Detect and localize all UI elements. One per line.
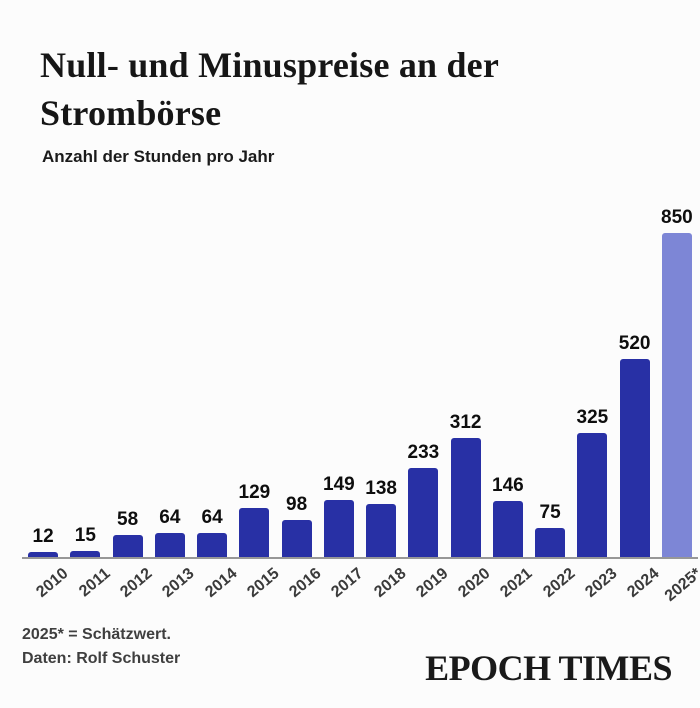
- bar-value-label: 850: [661, 207, 693, 228]
- bar-value-label: 146: [492, 475, 524, 497]
- bar-value-label: 58: [117, 508, 139, 530]
- bar: [28, 552, 59, 557]
- x-axis-label: 2021: [497, 565, 536, 601]
- bar: [492, 501, 523, 557]
- bar-column: 12 2010: [22, 526, 71, 601]
- bar: [154, 532, 185, 557]
- bar-value-label: 64: [201, 506, 223, 528]
- x-axis-label: 2018: [370, 565, 410, 601]
- bar-value-label: 325: [576, 407, 609, 429]
- x-axis-label: 2015: [244, 565, 283, 601]
- bar-value-label: 520: [618, 332, 651, 354]
- x-axis-label: 2016: [286, 565, 325, 601]
- bar-value-label: 233: [407, 442, 440, 464]
- bar: [281, 519, 312, 557]
- bar-column: 138 2018: [360, 478, 409, 600]
- x-axis-label: 2025*: [661, 565, 700, 605]
- x-axis-label: 2014: [201, 565, 241, 601]
- publisher-logo: EPOCH TIMES: [425, 648, 672, 688]
- bar: [197, 532, 228, 557]
- bar-column: 325 2023: [571, 407, 621, 601]
- bar-value-label: 129: [238, 481, 271, 503]
- bar-estimate: [661, 233, 692, 557]
- x-axis-label: 2022: [539, 565, 579, 601]
- footnote-source: Daten: Rolf Schuster: [22, 650, 181, 667]
- bar-value-label: 64: [159, 506, 181, 528]
- bar-column: 75 2022: [529, 502, 578, 601]
- bar-column: 233 2019: [402, 442, 452, 601]
- bar-column: 15 2011: [64, 525, 113, 600]
- bar: [535, 528, 566, 557]
- x-axis-label: 2013: [159, 565, 198, 601]
- x-axis-label: 2010: [32, 565, 72, 601]
- x-axis-label: 2011: [75, 565, 114, 601]
- bar-column: 64 2014: [191, 506, 240, 601]
- bar: [366, 504, 397, 557]
- bar: [577, 433, 608, 557]
- x-axis-label: 2020: [455, 565, 494, 601]
- x-axis-label: 2017: [328, 565, 367, 601]
- bar-column: 129 2015: [233, 481, 283, 601]
- bar: [450, 438, 481, 557]
- bar-value-label: 138: [365, 478, 397, 500]
- bar: [112, 534, 143, 557]
- bar-value-label: 98: [286, 493, 308, 515]
- bar-column: 850 2025*: [656, 207, 700, 605]
- x-axis-label: 2024: [624, 565, 663, 601]
- bar: [323, 500, 354, 557]
- bar-column: 64 2013: [149, 506, 198, 601]
- x-axis-label: 2012: [117, 565, 156, 601]
- bar: [408, 468, 439, 557]
- bar-column: 149 2017: [318, 474, 367, 601]
- bar: [70, 551, 101, 557]
- footnotes: 2025* = Schätzwert. Daten: Rolf Schuster: [22, 623, 180, 671]
- x-axis-label: 2023: [582, 565, 621, 601]
- bar-column: 98 2016: [276, 493, 325, 601]
- footnote-estimate: 2025* = Schätzwert.: [22, 626, 171, 643]
- bar-column: 312 2020: [445, 412, 494, 601]
- bar-value-label: 12: [32, 526, 54, 548]
- bar-value-label: 15: [74, 525, 96, 547]
- bar-chart: 12 2010 15 2011 58 2012 64 2013 64 2014 129 2015 98 2…: [22, 200, 700, 605]
- bar: [239, 507, 270, 557]
- page-title: Null- und Minuspreise an der Strombörse: [40, 45, 499, 133]
- bar-column: 520 2024: [614, 332, 663, 601]
- bar: [619, 358, 650, 557]
- chart-subtitle: Anzahl der Stunden pro Jahr: [42, 147, 275, 166]
- bar-column: 146 2021: [487, 475, 536, 601]
- bar-value-label: 312: [449, 412, 482, 434]
- bar-column: 58 2012: [107, 508, 156, 601]
- x-axis-label: 2019: [413, 565, 452, 601]
- bar-value-label: 149: [323, 474, 355, 496]
- bar-value-label: 75: [539, 502, 561, 524]
